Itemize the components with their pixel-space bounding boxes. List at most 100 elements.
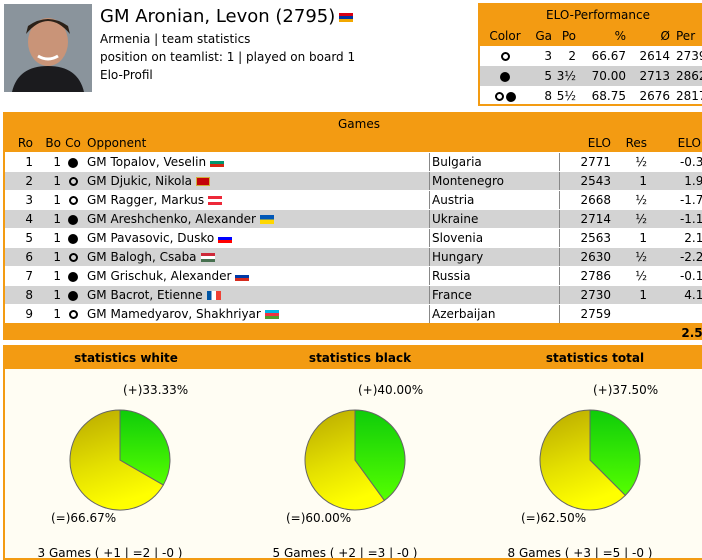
perf-points: 3½ <box>556 69 576 83</box>
col-elo-diff: ELO+ <box>677 136 702 150</box>
opponent-federation: Hungary <box>432 250 484 264</box>
elo-performance-header: Color Ga Po % Ø Per <box>480 26 702 46</box>
opponent-link[interactable]: GM Mamedyarov, Shakhriyar <box>87 307 261 321</box>
opponent-elo: 2543 <box>580 174 611 188</box>
divider <box>429 286 430 304</box>
perf-games: 5 <box>544 69 552 83</box>
divider <box>559 286 560 304</box>
game-elo-diff: -0.10 <box>679 269 702 283</box>
opponent-cell: GM Mamedyarov, Shakhriyar <box>87 305 427 323</box>
statistics-white-title: statistics white <box>74 351 178 365</box>
opponent-federation: Bulgaria <box>432 155 482 169</box>
divider <box>559 153 560 171</box>
opponent-cell: GM Balogh, Csaba <box>87 248 427 266</box>
pie-slice-draw <box>69 409 164 511</box>
opponent-cell: GM Grischuk, Alexander <box>87 267 427 285</box>
col-result: Res <box>625 136 647 150</box>
flag-icon <box>208 196 223 205</box>
statistics-black-chart: (+)40.00% (=)60.00% 5 Games ( +2 | =3 | -0… <box>250 373 460 558</box>
team-statistics-link[interactable]: team statistics <box>162 32 251 46</box>
col-average: Ø <box>660 29 670 43</box>
games-header-row: Ro Bo Co Opponent ELO Res ELO+ <box>5 134 702 152</box>
col-color: Color <box>489 29 521 43</box>
statistics-panel: statistics white statistics black statis… <box>3 345 702 560</box>
game-result: ½ <box>635 269 647 283</box>
perf-performance: 2739 <box>676 49 702 63</box>
divider <box>429 305 430 323</box>
game-round: 3 <box>25 193 33 207</box>
game-elo-diff: 4.10 <box>684 288 702 302</box>
opponent-link[interactable]: GM Ragger, Markus <box>87 193 205 207</box>
player-title: GM Aronian, Levon (2795) <box>100 6 354 27</box>
pie-slice-win <box>589 409 641 497</box>
game-result: ½ <box>635 250 647 264</box>
divider <box>559 172 560 190</box>
col-elo: ELO <box>587 136 611 150</box>
table-row: 8 1 GM Bacrot, Etienne France 2730 1 4.10 <box>5 285 702 304</box>
game-round: 2 <box>25 174 33 188</box>
both-pieces-icon <box>488 86 522 104</box>
white-piece-icon <box>63 191 83 209</box>
draw-percent-label: (=)60.00% <box>286 511 352 525</box>
flag-icon <box>210 158 225 167</box>
divider <box>429 210 430 228</box>
flag-icon <box>264 310 279 319</box>
opponent-federation: Slovenia <box>432 231 484 245</box>
pie-chart <box>304 409 406 511</box>
perf-average: 2676 <box>639 89 670 103</box>
win-percent-label: (+)37.50% <box>593 383 659 397</box>
statistics-header: statistics white statistics black statis… <box>5 347 702 369</box>
divider <box>429 172 430 190</box>
draw-percent-label: (=)62.50% <box>521 511 587 525</box>
opponent-link[interactable]: GM Balogh, Csaba <box>87 250 197 264</box>
col-percent: % <box>614 29 626 43</box>
opponent-link[interactable]: GM Djukic, Nikola <box>87 174 193 188</box>
perf-row-total: 8 5½ 68.75 2676 2817 <box>480 86 702 104</box>
opponent-link[interactable]: GM Topalov, Veselin <box>87 155 207 169</box>
elo-performance-title: ELO-Performance <box>480 5 702 26</box>
statistics-total-title: statistics total <box>545 351 645 365</box>
table-row: 1 1 GM Topalov, Veselin Bulgaria 2771 ½ -0.34 <box>5 152 702 171</box>
teamlist-position: position on teamlist: 1 | played on boar… <box>100 50 356 64</box>
opponent-elo: 2759 <box>580 307 611 321</box>
game-board: 1 <box>53 307 61 321</box>
player-federation: Armenia <box>100 32 151 46</box>
perf-average: 2713 <box>639 69 670 83</box>
win-percent-label: (+)40.00% <box>358 383 424 397</box>
pie-slice-win <box>354 409 406 502</box>
opponent-link[interactable]: GM Pavasovic, Dusko <box>87 231 215 245</box>
games-summary: 8 Games ( +3 | =5 | -0 ) <box>507 546 653 560</box>
opponent-cell: GM Ragger, Markus <box>87 191 427 209</box>
win-percent-label: (+)33.33% <box>123 383 189 397</box>
game-elo-diff: -1.13 <box>679 212 702 226</box>
elo-profile-link[interactable]: Elo-Profil <box>100 68 153 82</box>
opponent-federation: France <box>432 288 472 302</box>
opponent-cell: GM Topalov, Veselin <box>87 153 427 171</box>
white-piece-icon <box>63 248 83 266</box>
game-elo-diff: 2.10 <box>684 231 702 245</box>
total-elo-diff: 2.57 <box>681 326 702 340</box>
game-board: 1 <box>53 212 61 226</box>
col-opponent: Opponent <box>87 136 147 150</box>
pie-chart <box>69 409 171 511</box>
col-round: Ro <box>17 136 33 150</box>
opponent-link[interactable]: GM Grischuk, Alexander <box>87 269 232 283</box>
flag-icon <box>206 291 221 300</box>
flag-icon <box>259 215 274 224</box>
game-round: 4 <box>25 212 33 226</box>
statistics-white-chart: (+)33.33% (=)66.67% 3 Games ( +1 | =2 | -0… <box>15 373 225 558</box>
player-portrait-image <box>4 4 92 92</box>
game-elo-diff: 1.91 <box>684 174 702 188</box>
armenia-flag-icon <box>339 12 354 22</box>
opponent-link[interactable]: GM Areshchenko, Alexander <box>87 212 256 226</box>
flag-icon <box>196 177 211 186</box>
black-piece-icon <box>488 66 522 86</box>
game-round: 1 <box>25 155 33 169</box>
opponent-link[interactable]: GM Bacrot, Etienne <box>87 288 203 302</box>
perf-average: 2614 <box>639 49 670 63</box>
table-row: 5 1 GM Pavasovic, Dusko Slovenia 2563 1 2.10 <box>5 228 702 247</box>
opponent-cell: GM Pavasovic, Dusko <box>87 229 427 247</box>
perf-percent: 66.67 <box>591 49 626 63</box>
perf-points: 2 <box>568 49 576 63</box>
game-result <box>615 305 647 323</box>
